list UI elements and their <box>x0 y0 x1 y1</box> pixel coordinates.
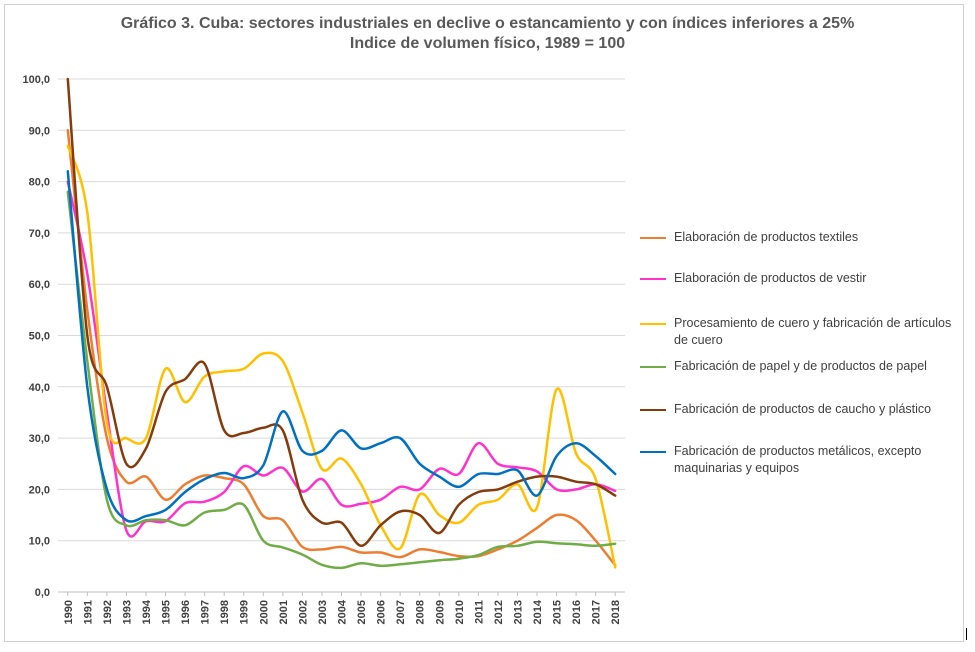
x-tick-label: 1998 <box>219 600 231 624</box>
legend-label: Elaboración de productos de vestir <box>674 271 867 285</box>
legend-label: Fabricación de productos de caucho y plá… <box>674 402 932 416</box>
x-tick-label: 2008 <box>415 600 427 624</box>
legend-swatch <box>640 409 666 411</box>
x-tick-label: 2007 <box>395 600 407 624</box>
x-tick-label: 2009 <box>434 600 446 624</box>
x-tick-label: 1993 <box>121 600 133 624</box>
x-tick-label: 2006 <box>376 600 388 624</box>
y-tick-label: 0,0 <box>35 587 50 599</box>
y-tick-label: 30,0 <box>29 433 50 445</box>
y-tick-label: 100,0 <box>22 74 50 86</box>
y-tick-label: 90,0 <box>29 125 50 137</box>
y-axis: 0,0 10,0 20,0 30,0 40,0 50,0 60,0 70,0 80,0 90,0 1… <box>22 74 50 599</box>
series-line-2 <box>66 180 617 538</box>
chart-frame <box>4 4 964 642</box>
x-tick-label: 2013 <box>512 600 524 624</box>
legend-swatch <box>640 237 666 239</box>
x-tick-label: 1996 <box>180 600 192 624</box>
y-tick-label: 20,0 <box>29 484 50 496</box>
series-line-1 <box>66 129 617 567</box>
x-tick-label: 2012 <box>493 600 505 624</box>
y-tick-label: 60,0 <box>29 279 50 291</box>
legend-swatch <box>640 323 666 325</box>
legend-swatch <box>640 451 666 453</box>
x-tick-label: 1991 <box>82 600 94 624</box>
y-tick-label: 70,0 <box>29 228 50 240</box>
series-line-5 <box>66 77 617 548</box>
chart-title-block: Gráfico 3. Cuba: sectores industriales e… <box>0 14 975 54</box>
x-tick-label: 2002 <box>297 600 309 624</box>
legend-label: Procesamiento de cuero y fabricación de … <box>674 316 952 347</box>
x-tick-label: 2010 <box>454 600 466 624</box>
y-tick-label: 40,0 <box>29 382 50 394</box>
text-cursor <box>966 628 967 640</box>
x-tick-label: 2004 <box>337 599 349 624</box>
x-tick-label: 1997 <box>200 600 212 624</box>
series-line-3 <box>66 144 617 569</box>
x-tick-label: 1990 <box>63 600 75 624</box>
legend-label: Fabricación de productos metálicos, exce… <box>674 444 922 475</box>
series-line-6 <box>66 170 617 523</box>
x-tick-label: 2005 <box>356 600 368 624</box>
series-line-4 <box>66 190 617 570</box>
legend-swatch <box>640 366 666 368</box>
gridlines <box>58 78 625 593</box>
y-tick-label: 50,0 <box>29 331 50 343</box>
chart-subtitle: Indice de volumen físico, 1989 = 100 <box>349 35 626 52</box>
legend-swatch <box>640 278 666 280</box>
x-tick-label: 1995 <box>161 600 173 624</box>
x-tick-label: 2015 <box>552 600 564 624</box>
series-lines <box>66 77 617 570</box>
x-tick-label: 1992 <box>102 600 114 624</box>
y-tick-label: 10,0 <box>29 536 50 548</box>
x-tick-label: 1999 <box>239 600 251 624</box>
x-tick-label: 2003 <box>317 600 329 624</box>
x-tick-label: 2016 <box>571 600 583 624</box>
y-tick-label: 80,0 <box>29 177 50 189</box>
x-tick-label: 2011 <box>473 600 485 624</box>
x-tick-label: 2018 <box>610 600 622 624</box>
x-tick-label: 1994 <box>141 599 153 624</box>
legend-label: Fabricación de papel y de productos de p… <box>674 359 927 373</box>
x-tick-label: 2017 <box>591 600 603 624</box>
legend-label: Elaboración de productos textiles <box>674 230 859 244</box>
x-tick-label: 2000 <box>258 600 270 624</box>
x-tick-label: 2014 <box>532 599 544 624</box>
chart-title: Gráfico 3. Cuba: sectores industriales e… <box>120 15 855 32</box>
x-tick-label: 2001 <box>278 600 290 624</box>
x-axis: 1990 1991 1992 1993 1994 1995 1996 1997 1998 1999… <box>63 592 622 624</box>
